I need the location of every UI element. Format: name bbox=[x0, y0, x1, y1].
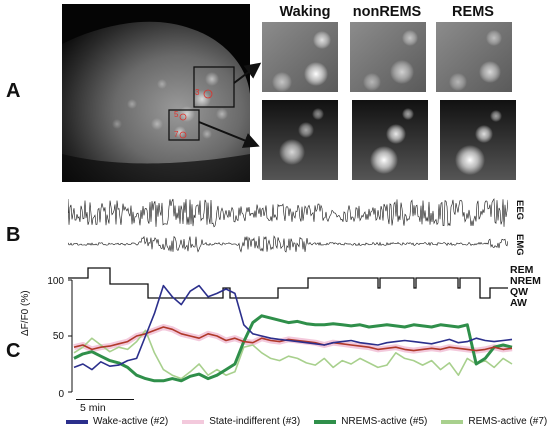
legend-label: Wake-active (#2) bbox=[93, 416, 169, 427]
roi-marker-5 bbox=[179, 113, 187, 121]
legend-swatch bbox=[441, 419, 464, 424]
hypnogram bbox=[68, 267, 508, 299]
calcium-trace-chart bbox=[68, 279, 513, 393]
roi-box-upper bbox=[193, 66, 235, 108]
legend: Wake-active (#2) State-indifferent (#3) … bbox=[66, 416, 547, 427]
legend-item-nrems-active: NREMS-active (#5) bbox=[314, 416, 427, 427]
thumb-nonrems-upper bbox=[350, 22, 426, 92]
legend-label: REMS-active (#7) bbox=[468, 416, 548, 427]
legend-label: State-indifferent (#3) bbox=[209, 416, 301, 427]
header-rems: REMS bbox=[452, 4, 494, 20]
thumb-waking-lower bbox=[262, 100, 338, 180]
emg-label: EMG bbox=[514, 234, 525, 256]
header-nonrems: nonREMS bbox=[352, 4, 422, 20]
thumb-nonrems-lower bbox=[352, 100, 428, 180]
legend-label: NREMS-active (#5) bbox=[341, 416, 428, 427]
panel-label-a: A bbox=[6, 80, 21, 102]
scale-bar-label: 5 min bbox=[80, 402, 106, 414]
legend-swatch bbox=[182, 419, 205, 424]
panel-label-c: C bbox=[6, 340, 21, 362]
hypnogram-label-qw: QW bbox=[510, 286, 529, 298]
zoom-thumbnails bbox=[262, 22, 516, 180]
hypnogram-label-nrem: NREM bbox=[510, 275, 541, 287]
thumb-rems-lower bbox=[440, 100, 516, 180]
eeg-label: EEG bbox=[514, 200, 525, 221]
series-line-nrems-active-5 bbox=[73, 314, 513, 383]
emg-trace bbox=[68, 235, 508, 253]
y-tick-50: 50 bbox=[52, 331, 64, 342]
legend-item-rems-active: REMS-active (#7) bbox=[441, 416, 547, 427]
roi-marker-3 bbox=[203, 89, 213, 99]
eeg-trace bbox=[68, 198, 508, 228]
eeg-emg-traces bbox=[68, 198, 508, 253]
roi-box-lower bbox=[168, 109, 200, 141]
y-tick-0: 0 bbox=[58, 389, 64, 400]
roi-label-7: 7 bbox=[174, 130, 179, 139]
arrow-lower bbox=[198, 121, 260, 148]
roi-label-3: 3 bbox=[195, 88, 200, 97]
y-tick-100: 100 bbox=[47, 276, 64, 287]
series-line-wake-active-2 bbox=[73, 284, 513, 371]
legend-swatch bbox=[314, 419, 337, 424]
hypnogram-label-rem: REM bbox=[510, 264, 534, 276]
thumb-waking-upper bbox=[262, 22, 338, 92]
panel-label-b: B bbox=[6, 224, 21, 246]
hypnogram-label-aw: AW bbox=[510, 297, 527, 309]
thumb-rems-upper bbox=[436, 22, 512, 92]
legend-item-state-indifferent: State-indifferent (#3) bbox=[182, 416, 300, 427]
legend-item-wake-active: Wake-active (#2) bbox=[66, 416, 168, 427]
scale-bar bbox=[76, 399, 134, 400]
zoom-arrows bbox=[198, 62, 262, 148]
y-axis-label: ΔF/F0 (%) bbox=[20, 290, 31, 336]
legend-swatch bbox=[66, 419, 88, 424]
arrow-upper bbox=[233, 62, 262, 84]
roi-marker-7 bbox=[179, 131, 187, 139]
microscope-field-image bbox=[62, 4, 250, 182]
header-waking: Waking bbox=[279, 4, 331, 20]
roi-label-5: 5 bbox=[174, 110, 179, 119]
